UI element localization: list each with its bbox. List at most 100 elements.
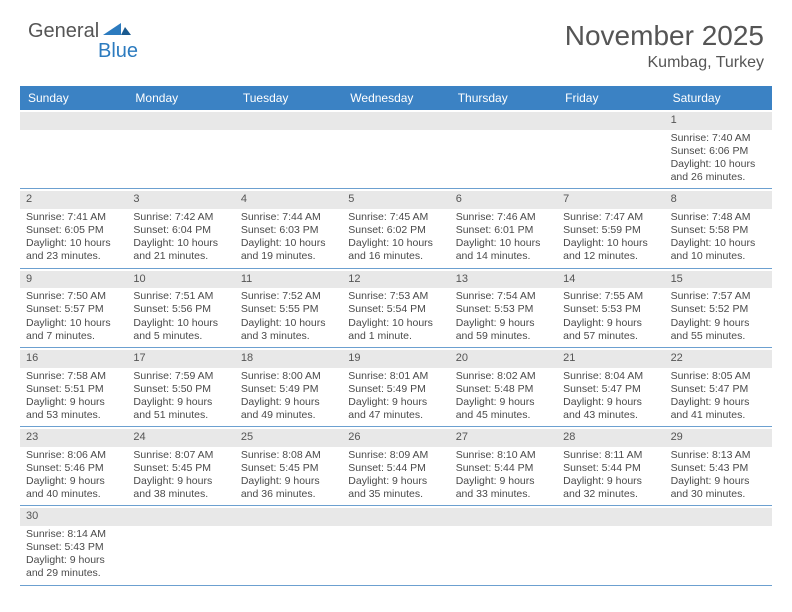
day-number bbox=[450, 508, 557, 526]
day-cell: 22Sunrise: 8:05 AMSunset: 5:47 PMDayligh… bbox=[665, 348, 772, 426]
sunrise-text: Sunrise: 7:53 AM bbox=[348, 290, 443, 303]
sunrise-text: Sunrise: 7:58 AM bbox=[26, 370, 121, 383]
sunrise-text: Sunrise: 7:57 AM bbox=[671, 290, 766, 303]
sunset-text: Sunset: 6:06 PM bbox=[671, 145, 766, 158]
weeks-container: 1Sunrise: 7:40 AMSunset: 6:06 PMDaylight… bbox=[20, 110, 772, 586]
day-cell: 18Sunrise: 8:00 AMSunset: 5:49 PMDayligh… bbox=[235, 348, 342, 426]
calendar: Sunday Monday Tuesday Wednesday Thursday… bbox=[20, 86, 772, 586]
sunset-text: Sunset: 5:43 PM bbox=[26, 541, 121, 554]
day-cell: 10Sunrise: 7:51 AMSunset: 5:56 PMDayligh… bbox=[127, 269, 234, 347]
sunrise-text: Sunrise: 7:45 AM bbox=[348, 211, 443, 224]
daylight-text: Daylight: 10 hours and 16 minutes. bbox=[348, 237, 443, 263]
day-number: 29 bbox=[665, 429, 772, 447]
day-number: 7 bbox=[557, 191, 664, 209]
sunset-text: Sunset: 5:52 PM bbox=[671, 303, 766, 316]
daylight-text: Daylight: 9 hours and 45 minutes. bbox=[456, 396, 551, 422]
sunrise-text: Sunrise: 8:05 AM bbox=[671, 370, 766, 383]
title-block: November 2025 Kumbag, Turkey bbox=[565, 20, 764, 72]
day-number: 12 bbox=[342, 271, 449, 289]
sunset-text: Sunset: 5:46 PM bbox=[26, 462, 121, 475]
sunset-text: Sunset: 5:45 PM bbox=[241, 462, 336, 475]
sunset-text: Sunset: 6:04 PM bbox=[133, 224, 228, 237]
day-cell: 13Sunrise: 7:54 AMSunset: 5:53 PMDayligh… bbox=[450, 269, 557, 347]
daylight-text: Daylight: 9 hours and 51 minutes. bbox=[133, 396, 228, 422]
day-cell: 28Sunrise: 8:11 AMSunset: 5:44 PMDayligh… bbox=[557, 427, 664, 505]
day-cell: 24Sunrise: 8:07 AMSunset: 5:45 PMDayligh… bbox=[127, 427, 234, 505]
day-cell: 25Sunrise: 8:08 AMSunset: 5:45 PMDayligh… bbox=[235, 427, 342, 505]
day-cell bbox=[557, 110, 664, 188]
day-number: 13 bbox=[450, 271, 557, 289]
sunrise-text: Sunrise: 7:59 AM bbox=[133, 370, 228, 383]
daylight-text: Daylight: 10 hours and 3 minutes. bbox=[241, 317, 336, 343]
daylight-text: Daylight: 10 hours and 12 minutes. bbox=[563, 237, 658, 263]
location: Kumbag, Turkey bbox=[565, 54, 764, 72]
logo-text-part2: Blue bbox=[98, 40, 138, 63]
day-number bbox=[127, 508, 234, 526]
day-cell bbox=[342, 506, 449, 584]
sunset-text: Sunset: 5:44 PM bbox=[563, 462, 658, 475]
day-number bbox=[557, 112, 664, 130]
day-number: 24 bbox=[127, 429, 234, 447]
day-cell bbox=[235, 506, 342, 584]
daylight-text: Daylight: 9 hours and 33 minutes. bbox=[456, 475, 551, 501]
day-header-cell: Wednesday bbox=[342, 86, 449, 110]
sunrise-text: Sunrise: 7:50 AM bbox=[26, 290, 121, 303]
sunset-text: Sunset: 6:02 PM bbox=[348, 224, 443, 237]
day-number: 4 bbox=[235, 191, 342, 209]
day-number: 19 bbox=[342, 350, 449, 368]
day-cell: 12Sunrise: 7:53 AMSunset: 5:54 PMDayligh… bbox=[342, 269, 449, 347]
sunrise-text: Sunrise: 8:14 AM bbox=[26, 528, 121, 541]
sunset-text: Sunset: 6:05 PM bbox=[26, 224, 121, 237]
week-row: 2Sunrise: 7:41 AMSunset: 6:05 PMDaylight… bbox=[20, 189, 772, 268]
sunset-text: Sunset: 6:01 PM bbox=[456, 224, 551, 237]
sunrise-text: Sunrise: 7:44 AM bbox=[241, 211, 336, 224]
day-cell: 9Sunrise: 7:50 AMSunset: 5:57 PMDaylight… bbox=[20, 269, 127, 347]
day-cell: 17Sunrise: 7:59 AMSunset: 5:50 PMDayligh… bbox=[127, 348, 234, 426]
day-number: 6 bbox=[450, 191, 557, 209]
day-number: 21 bbox=[557, 350, 664, 368]
sunrise-text: Sunrise: 7:46 AM bbox=[456, 211, 551, 224]
logo-text-part1: General bbox=[28, 20, 99, 43]
sunrise-text: Sunrise: 8:09 AM bbox=[348, 449, 443, 462]
sunrise-text: Sunrise: 7:42 AM bbox=[133, 211, 228, 224]
day-header-cell: Sunday bbox=[20, 86, 127, 110]
sunset-text: Sunset: 5:51 PM bbox=[26, 383, 121, 396]
month-title: November 2025 bbox=[565, 20, 764, 52]
day-number bbox=[20, 112, 127, 130]
day-cell: 30Sunrise: 8:14 AMSunset: 5:43 PMDayligh… bbox=[20, 506, 127, 584]
day-cell bbox=[665, 506, 772, 584]
daylight-text: Daylight: 9 hours and 41 minutes. bbox=[671, 396, 766, 422]
day-header-cell: Friday bbox=[557, 86, 664, 110]
day-cell: 27Sunrise: 8:10 AMSunset: 5:44 PMDayligh… bbox=[450, 427, 557, 505]
day-cell bbox=[235, 110, 342, 188]
sunrise-text: Sunrise: 7:51 AM bbox=[133, 290, 228, 303]
day-cell: 21Sunrise: 8:04 AMSunset: 5:47 PMDayligh… bbox=[557, 348, 664, 426]
week-row: 30Sunrise: 8:14 AMSunset: 5:43 PMDayligh… bbox=[20, 506, 772, 585]
sunset-text: Sunset: 5:45 PM bbox=[133, 462, 228, 475]
day-cell: 1Sunrise: 7:40 AMSunset: 6:06 PMDaylight… bbox=[665, 110, 772, 188]
day-cell: 19Sunrise: 8:01 AMSunset: 5:49 PMDayligh… bbox=[342, 348, 449, 426]
daylight-text: Daylight: 9 hours and 32 minutes. bbox=[563, 475, 658, 501]
logo-flag-icon bbox=[103, 21, 131, 42]
sunrise-text: Sunrise: 8:13 AM bbox=[671, 449, 766, 462]
week-row: 16 Sunrise: 7:58 AMSunset: 5:51 PM Dayligh… bbox=[20, 348, 772, 427]
daylight-text: Daylight: 10 hours and 10 minutes. bbox=[671, 237, 766, 263]
sunrise-text: Sunrise: 8:00 AM bbox=[241, 370, 336, 383]
day-cell: 26Sunrise: 8:09 AMSunset: 5:44 PMDayligh… bbox=[342, 427, 449, 505]
day-number: 30 bbox=[20, 508, 127, 526]
sunset-text: Sunset: 5:57 PM bbox=[26, 303, 121, 316]
day-number: 16 bbox=[20, 350, 127, 368]
day-cell: 20Sunrise: 8:02 AMSunset: 5:48 PMDayligh… bbox=[450, 348, 557, 426]
logo: General Blue bbox=[28, 20, 133, 43]
daylight-text: Daylight: 10 hours and 21 minutes. bbox=[133, 237, 228, 263]
day-number: 23 bbox=[20, 429, 127, 447]
sunrise-text: Sunrise: 8:11 AM bbox=[563, 449, 658, 462]
day-cell bbox=[557, 506, 664, 584]
day-cell: 2Sunrise: 7:41 AMSunset: 6:05 PMDaylight… bbox=[20, 189, 127, 267]
daylight-text: Daylight: 10 hours and 1 minute. bbox=[348, 317, 443, 343]
sunset-text: Sunset: 5:53 PM bbox=[456, 303, 551, 316]
daylight-text: Daylight: 9 hours and 38 minutes. bbox=[133, 475, 228, 501]
day-cell bbox=[127, 110, 234, 188]
day-header-cell: Thursday bbox=[450, 86, 557, 110]
week-row: 1Sunrise: 7:40 AMSunset: 6:06 PMDaylight… bbox=[20, 110, 772, 189]
